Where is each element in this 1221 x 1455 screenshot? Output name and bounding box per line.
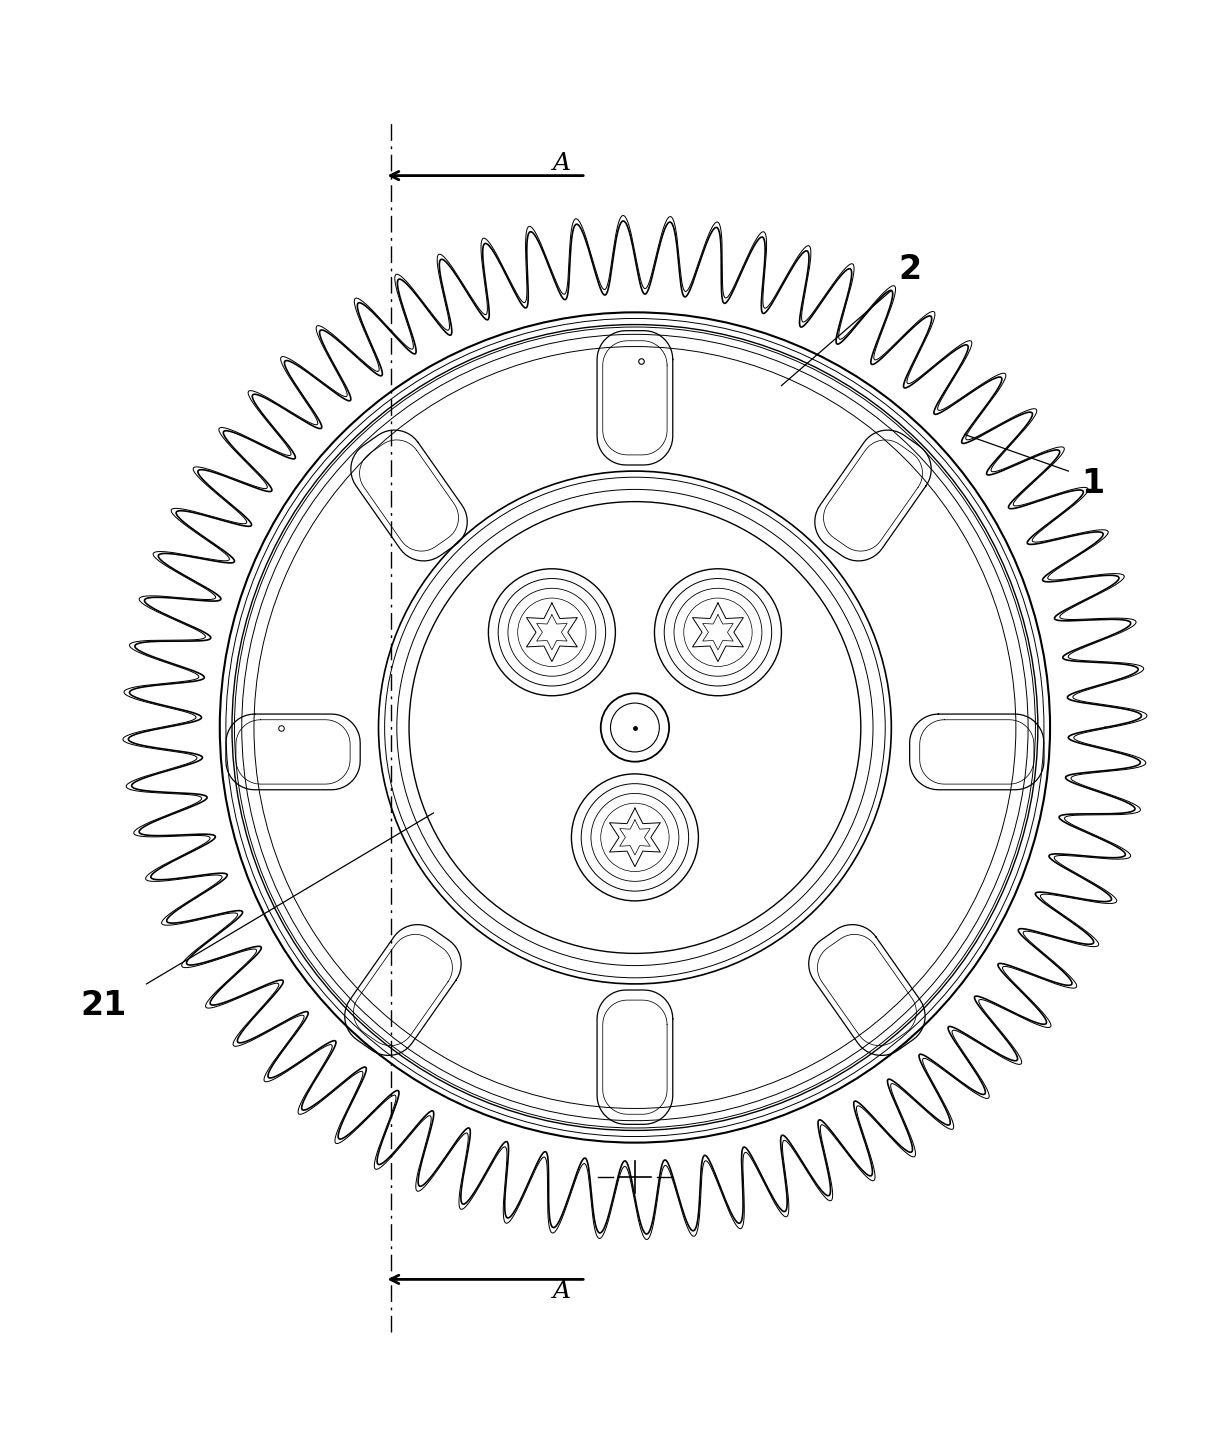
Text: A: A <box>553 1280 570 1304</box>
Text: 21: 21 <box>81 989 127 1023</box>
Text: A: A <box>553 151 570 175</box>
Text: 2: 2 <box>899 253 921 287</box>
Text: 1: 1 <box>1082 467 1104 501</box>
